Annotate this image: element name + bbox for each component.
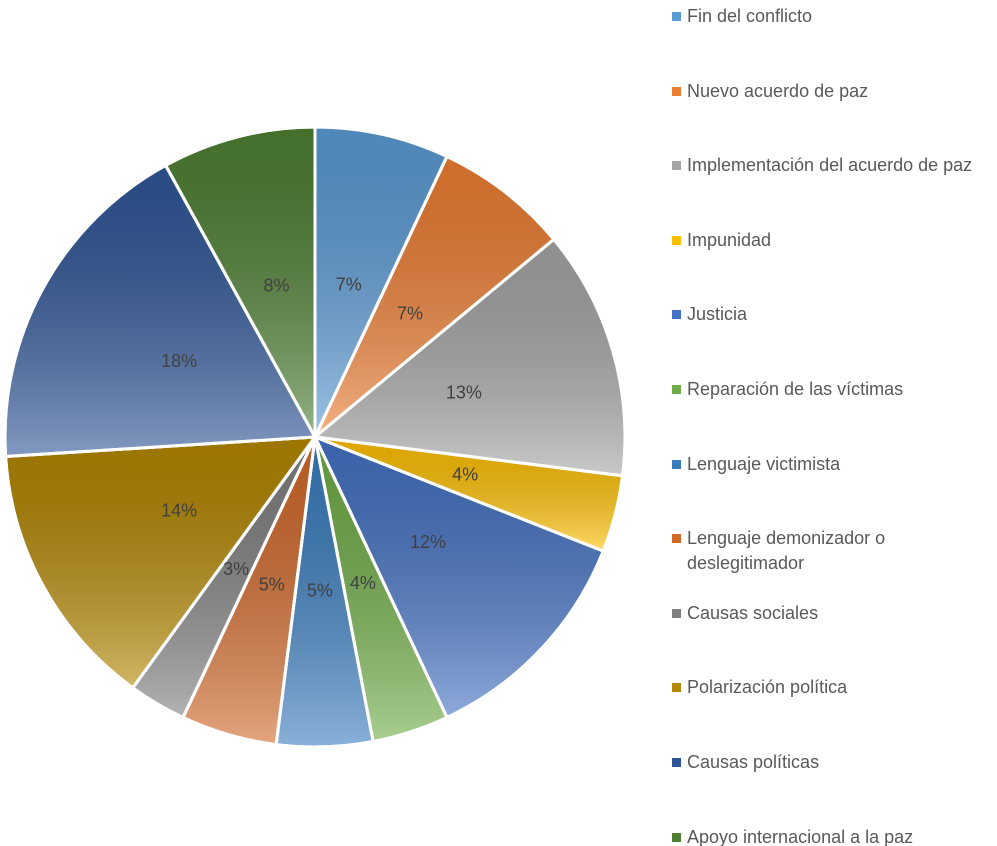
legend-item: Lenguaje demonizador o deslegitimador [672, 526, 990, 576]
legend-item: Causas sociales [672, 601, 990, 626]
legend-swatch [672, 235, 681, 245]
legend-item: Fin del conflicto [672, 4, 990, 29]
data-label: 13% [446, 383, 482, 403]
data-label: 5% [307, 581, 333, 601]
legend-item: Nuevo acuerdo de paz [672, 79, 990, 104]
legend-label: Nuevo acuerdo de paz [687, 80, 869, 101]
legend-swatch [672, 758, 681, 767]
data-label: 14% [161, 500, 197, 520]
legend-label: Reparación de las víctimas [687, 379, 904, 399]
legend-label: Polarización política [687, 677, 848, 698]
slice-shade [311, 237, 627, 478]
legend-swatch [672, 608, 681, 618]
legend-item: Reparación de las víctimas [672, 377, 990, 402]
legend-item: Apoyo internacional a la paz [672, 825, 990, 846]
data-label: 12% [410, 532, 446, 552]
data-label: 18% [161, 351, 197, 371]
data-label: 8% [263, 276, 289, 296]
slice-shade [4, 435, 319, 690]
legend-label: Lenguaje victimista [687, 453, 841, 474]
legend-item: Lenguaje victimista [672, 452, 990, 477]
legend-label: Fin del conflicto [687, 6, 813, 26]
legend-swatch [672, 86, 681, 96]
data-label: 7% [397, 303, 423, 323]
legend-swatch [672, 310, 681, 320]
legend-swatch [672, 12, 681, 21]
data-label: 4% [350, 573, 376, 593]
legend-label: Implementación del acuerdo de paz [687, 155, 973, 176]
legend-label: Causas sociales [687, 602, 819, 623]
pie-chart: 7% 7% 13% 4% 12% 4% 5% 5% 3% 14% 18% 8% [3, 125, 627, 749]
legend-item: Justicia [672, 302, 990, 327]
legend-swatch [672, 683, 681, 693]
legend-swatch [672, 385, 681, 394]
legend-swatch [672, 534, 681, 544]
legend-swatch [672, 459, 681, 469]
data-label: 7% [336, 274, 362, 294]
legend-item: Causas políticas [672, 750, 990, 775]
slice-shade [3, 163, 318, 459]
legend-label: Apoyo internacional a la paz [687, 826, 914, 846]
data-label: 5% [259, 575, 285, 595]
legend-label: Lenguaje demonizador o deslegitimador [687, 528, 886, 574]
data-label: 3% [223, 559, 249, 579]
legend-item: Implementación del acuerdo de paz [672, 153, 990, 178]
legend-swatch [672, 161, 681, 171]
slice-shade [313, 154, 556, 439]
legend-swatch [672, 832, 681, 842]
legend-label: Justicia [687, 304, 748, 325]
data-label: 4% [452, 464, 478, 484]
slice-shade [313, 125, 449, 438]
legend-item: Polarización política [672, 675, 990, 700]
legend-label: Impunidad [687, 229, 772, 250]
legend-label: Causas políticas [687, 752, 820, 772]
legend-item: Impunidad [672, 228, 990, 253]
slice-shade [312, 434, 606, 720]
slice-shade [163, 125, 317, 438]
